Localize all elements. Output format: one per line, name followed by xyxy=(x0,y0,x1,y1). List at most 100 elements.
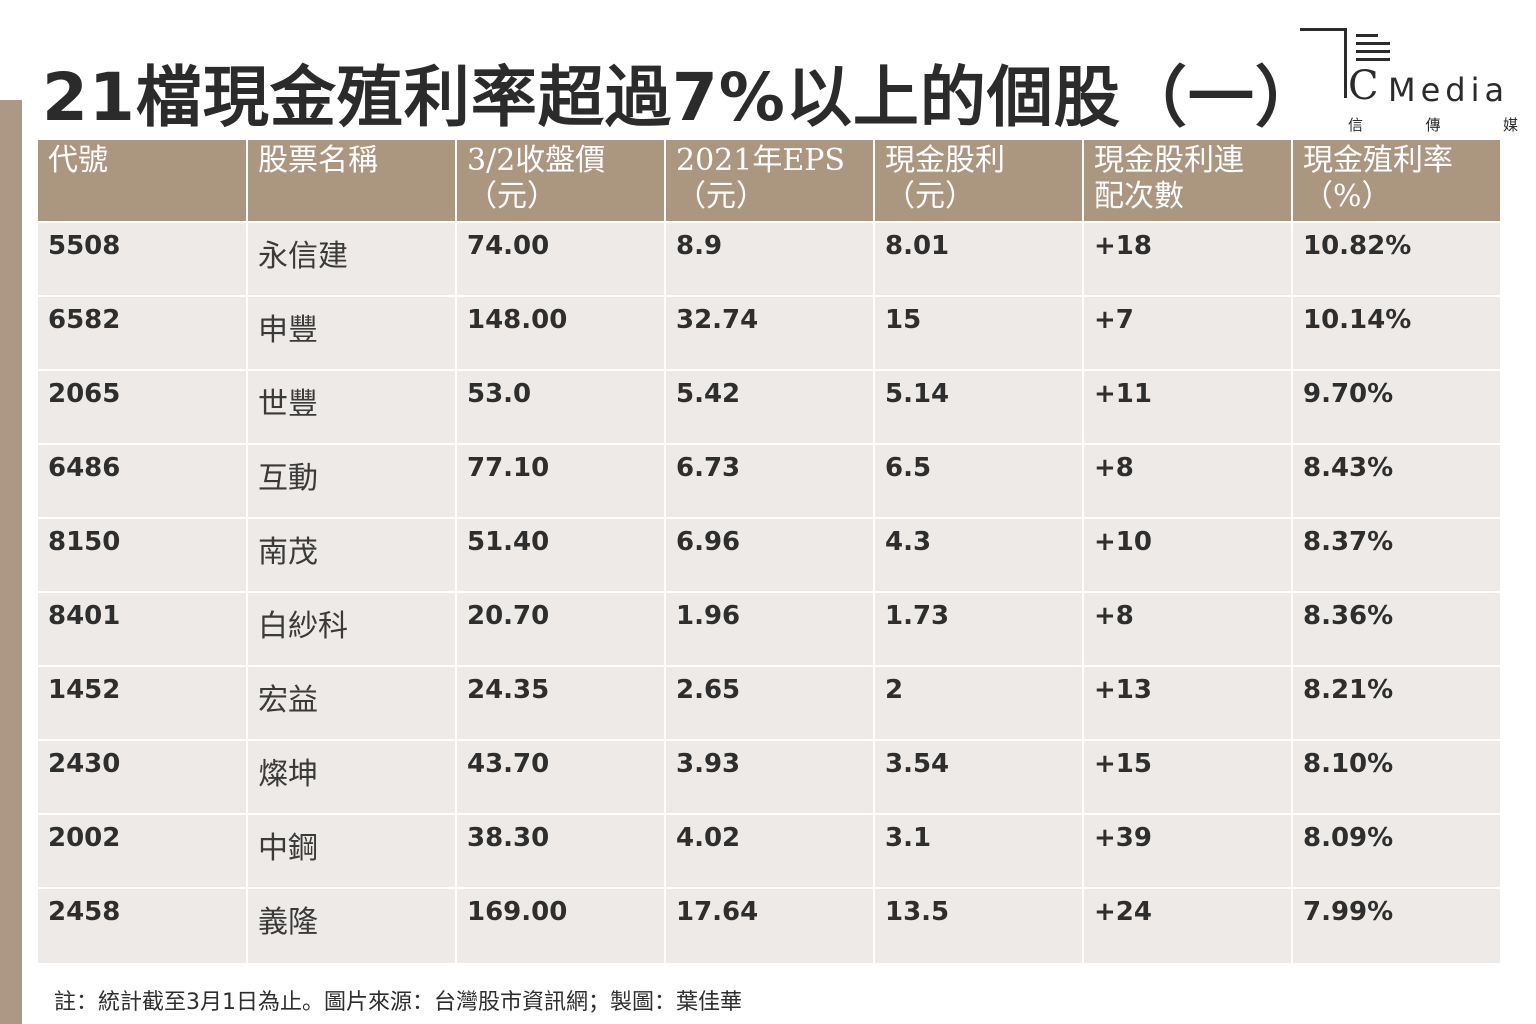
cell-code: 2002 xyxy=(38,814,248,889)
cell-consecutive-payouts: +8 xyxy=(1083,592,1293,667)
cell-cash-yield: 7.99% xyxy=(1292,888,1500,965)
header-eps: 2021年EPS （元） xyxy=(665,140,875,223)
header-close-price: 3/2收盤價 （元） xyxy=(456,140,666,223)
cell-cash-yield: 9.70% xyxy=(1292,370,1500,445)
cell-close-price: 43.70 xyxy=(456,740,666,815)
source-footnote: 註：統計截至3月1日為止。圖片來源：台灣股市資訊網；製圖：葉佳華 xyxy=(54,990,742,1015)
cell-close-price: 74.00 xyxy=(456,222,666,297)
header-cash-dividend-label: 現金股利 xyxy=(885,143,1005,178)
cell-cash-dividend: 1.73 xyxy=(874,592,1084,667)
cell-close-price: 148.00 xyxy=(456,296,666,371)
table-row: 2002 中鋼 38.30 4.02 3.1 +39 8.09% xyxy=(38,814,1500,889)
cell-code: 1452 xyxy=(38,666,248,741)
cell-consecutive-payouts: +18 xyxy=(1083,222,1293,297)
header-eps-unit: （元） xyxy=(676,179,766,214)
dividend-yield-table: 代號 股票名稱 3/2收盤價 （元） 2021年EPS （元） 現金股利 （元） 現金… xyxy=(38,140,1500,965)
cell-stock-name: 世豐 xyxy=(247,370,457,445)
cell-cash-dividend: 15 xyxy=(874,296,1084,371)
table-row: 5508 永信建 74.00 8.9 8.01 +18 10.82% xyxy=(38,222,1500,297)
cell-cash-yield: 8.21% xyxy=(1292,666,1500,741)
page-title: 21檔現金殖利率超過7%以上的個股（一） xyxy=(42,59,1322,136)
cell-consecutive-payouts: +39 xyxy=(1083,814,1293,889)
cell-cash-yield: 10.14% xyxy=(1292,296,1500,371)
table-row: 8150 南茂 51.40 6.96 4.3 +10 8.37% xyxy=(38,518,1500,593)
cell-eps: 6.96 xyxy=(665,518,875,593)
cell-close-price: 38.30 xyxy=(456,814,666,889)
cell-consecutive-payouts: +15 xyxy=(1083,740,1293,815)
cell-stock-name: 宏益 xyxy=(247,666,457,741)
cell-stock-name: 互動 xyxy=(247,444,457,519)
cell-consecutive-payouts: +8 xyxy=(1083,444,1293,519)
table-header-row: 代號 股票名稱 3/2收盤價 （元） 2021年EPS （元） 現金股利 （元） 現金… xyxy=(38,140,1500,223)
cell-cash-yield: 8.36% xyxy=(1292,592,1500,667)
cell-close-price: 169.00 xyxy=(456,888,666,965)
cell-cash-dividend: 3.54 xyxy=(874,740,1084,815)
table-row: 2430 燦坤 43.70 3.93 3.54 +15 8.10% xyxy=(38,740,1500,815)
cell-code: 6486 xyxy=(38,444,248,519)
cell-cash-yield: 8.10% xyxy=(1292,740,1500,815)
cell-stock-name: 申豐 xyxy=(247,296,457,371)
cell-stock-name: 永信建 xyxy=(247,222,457,297)
header-cash-yield-unit: （%） xyxy=(1303,179,1392,214)
logo-chinese: 信 傳 媒 xyxy=(1348,114,1518,135)
media-logo: C Media 信 傳 媒 xyxy=(1298,26,1523,138)
logo-bar-1 xyxy=(1356,34,1378,37)
header-close-price-unit: （元） xyxy=(467,179,557,214)
logo-bar-2 xyxy=(1356,42,1390,45)
cell-stock-name: 中鋼 xyxy=(247,814,457,889)
cell-cash-dividend: 5.14 xyxy=(874,370,1084,445)
header-consecutive-payouts: 現金股利連 配次數 xyxy=(1083,140,1293,223)
cell-cash-dividend: 3.1 xyxy=(874,814,1084,889)
cell-code: 2430 xyxy=(38,740,248,815)
table-row: 2065 世豐 53.0 5.42 5.14 +11 9.70% xyxy=(38,370,1500,445)
header-cash-yield-label: 現金殖利率 xyxy=(1303,143,1453,178)
cell-consecutive-payouts: +13 xyxy=(1083,666,1293,741)
logo-cn-char-3: 媒 xyxy=(1502,116,1518,134)
header-close-price-label: 3/2收盤價 xyxy=(467,143,606,178)
cell-cash-yield: 8.09% xyxy=(1292,814,1500,889)
header-consecutive-payouts-label: 現金股利連 xyxy=(1094,143,1244,178)
cell-consecutive-payouts: +11 xyxy=(1083,370,1293,445)
logo-bar-3 xyxy=(1356,50,1390,53)
cell-code: 6582 xyxy=(38,296,248,371)
cell-cash-yield: 8.43% xyxy=(1292,444,1500,519)
cell-cash-dividend: 2 xyxy=(874,666,1084,741)
table-row: 6486 互動 77.10 6.73 6.5 +8 8.43% xyxy=(38,444,1500,519)
cell-eps: 1.96 xyxy=(665,592,875,667)
cell-code: 5508 xyxy=(38,222,248,297)
cell-cash-dividend: 6.5 xyxy=(874,444,1084,519)
header-eps-label: 2021年EPS xyxy=(676,143,845,178)
header-cash-dividend: 現金股利 （元） xyxy=(874,140,1084,223)
cell-close-price: 51.40 xyxy=(456,518,666,593)
cell-close-price: 24.35 xyxy=(456,666,666,741)
cell-eps: 8.9 xyxy=(665,222,875,297)
cell-code: 8401 xyxy=(38,592,248,667)
cell-cash-yield: 10.82% xyxy=(1292,222,1500,297)
cell-cash-yield: 8.37% xyxy=(1292,518,1500,593)
cell-eps: 32.74 xyxy=(665,296,875,371)
header-stock-name: 股票名稱 xyxy=(247,140,457,223)
cell-stock-name: 白紗科 xyxy=(247,592,457,667)
cell-code: 8150 xyxy=(38,518,248,593)
header-stock-name-label: 股票名稱 xyxy=(258,143,378,178)
logo-top-line xyxy=(1300,28,1346,31)
cell-stock-name: 燦坤 xyxy=(247,740,457,815)
cell-close-price: 77.10 xyxy=(456,444,666,519)
header-cash-yield: 現金殖利率 （%） xyxy=(1292,140,1500,223)
logo-cn-char-2: 傳 xyxy=(1425,116,1441,134)
table-row: 1452 宏益 24.35 2.65 2 +13 8.21% xyxy=(38,666,1500,741)
cell-eps: 17.64 xyxy=(665,888,875,965)
logo-cn-char-1: 信 xyxy=(1348,116,1364,134)
header-cash-dividend-unit: （元） xyxy=(885,179,975,214)
cell-eps: 4.02 xyxy=(665,814,875,889)
header-code: 代號 xyxy=(38,140,248,223)
cell-consecutive-payouts: +10 xyxy=(1083,518,1293,593)
header-consecutive-payouts-label-2: 配次數 xyxy=(1094,179,1184,214)
logo-vertical-line xyxy=(1344,28,1347,98)
cell-consecutive-payouts: +24 xyxy=(1083,888,1293,965)
cell-code: 2065 xyxy=(38,370,248,445)
header-code-label: 代號 xyxy=(48,143,108,178)
cell-eps: 5.42 xyxy=(665,370,875,445)
cell-close-price: 20.70 xyxy=(456,592,666,667)
logo-c-letter: C xyxy=(1348,63,1379,109)
